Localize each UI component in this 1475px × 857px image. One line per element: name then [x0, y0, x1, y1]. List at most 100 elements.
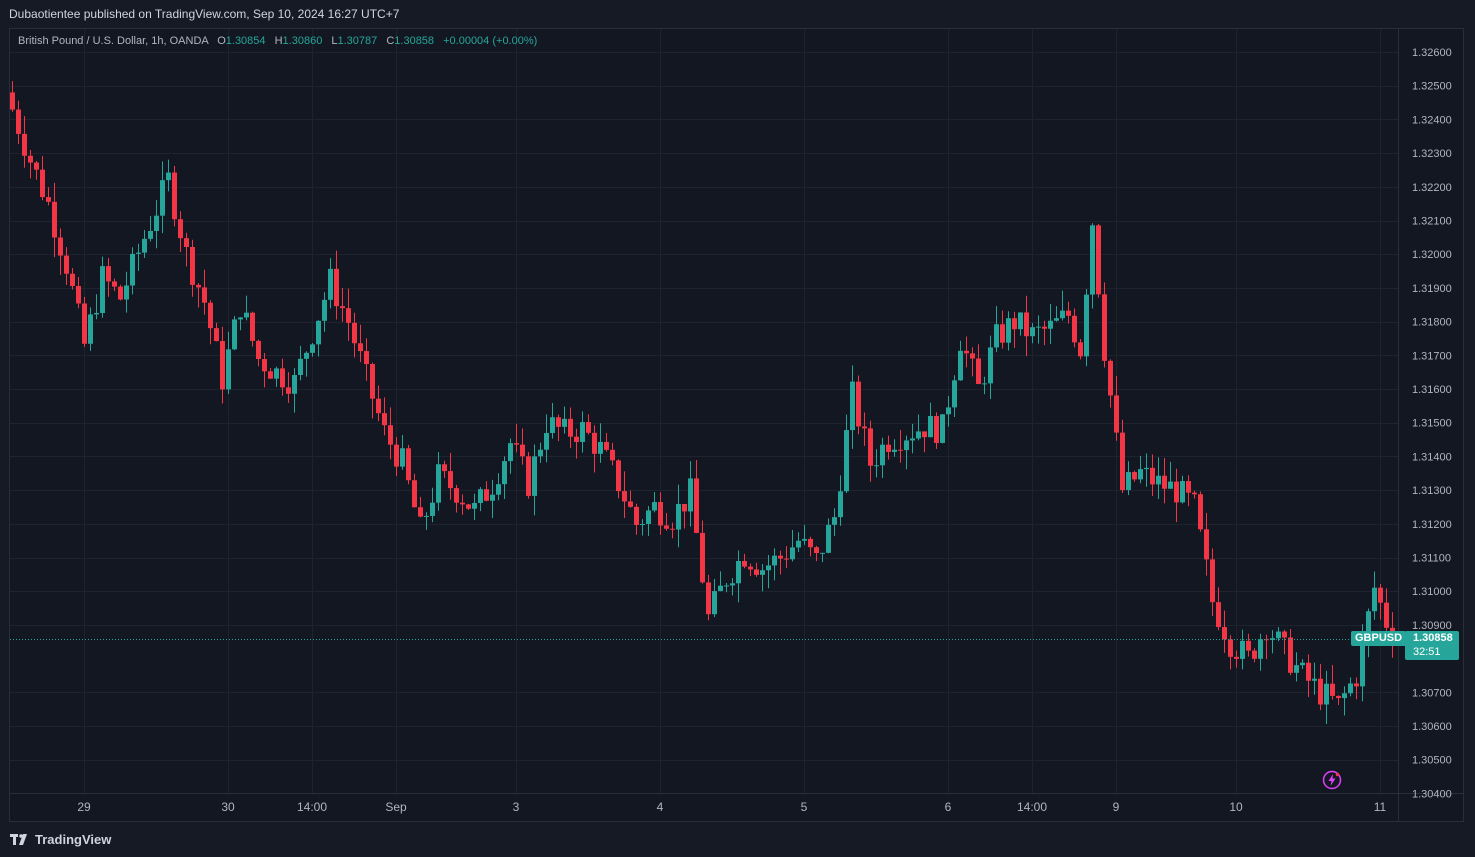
candle-body	[466, 504, 471, 509]
candle-body	[520, 444, 525, 457]
candle-body	[1282, 631, 1287, 638]
y-tick-label: 1.32200	[1412, 182, 1452, 194]
candle-body	[658, 502, 663, 526]
tradingview-brand: TradingView	[35, 832, 112, 847]
candle-body	[340, 306, 345, 309]
candle-body	[628, 501, 633, 507]
y-tick-label: 1.32600	[1412, 47, 1452, 59]
candle-body	[856, 381, 861, 427]
candle-body	[808, 538, 813, 548]
candle-body	[568, 418, 573, 437]
candle-body	[514, 443, 519, 445]
candle-body	[1156, 475, 1161, 485]
x-tick-label: 4	[657, 800, 664, 814]
candle-body	[196, 284, 201, 288]
candle-body	[172, 172, 177, 220]
candle-body	[916, 431, 921, 439]
candle-body	[184, 238, 189, 248]
candle-body	[1150, 467, 1155, 485]
candle-body	[1318, 678, 1323, 705]
candle-body	[472, 502, 477, 509]
candle-body	[1042, 326, 1047, 329]
candle-body	[898, 449, 903, 451]
candle-body	[160, 180, 165, 216]
open-label: O	[217, 35, 226, 47]
candle-body	[1258, 639, 1263, 659]
candle-body	[1084, 294, 1089, 357]
candle-body	[1192, 492, 1197, 495]
x-tick-label: 14:00	[1017, 800, 1047, 814]
symbol-legend: British Pound / U.S. Dollar, 1h, OANDA O…	[18, 35, 537, 47]
candle-body	[220, 341, 225, 390]
candle-body	[1174, 481, 1179, 503]
y-tick-label: 1.30600	[1412, 721, 1452, 733]
candle-body	[202, 287, 207, 303]
candle-body	[754, 569, 759, 575]
candle-body	[1120, 432, 1125, 491]
candle-body	[634, 506, 639, 525]
y-tick-label: 1.31000	[1412, 586, 1452, 598]
y-tick-label: 1.31200	[1412, 519, 1452, 531]
candle-body	[1198, 494, 1203, 530]
candle-body	[868, 428, 873, 466]
candle-body	[1378, 587, 1383, 603]
chart-frame[interactable]	[9, 28, 1464, 822]
candle-body	[46, 197, 51, 202]
candle-body	[718, 585, 723, 592]
published-caption: Dubaotientee published on TradingView.co…	[9, 7, 400, 21]
candle-body	[484, 489, 489, 501]
y-tick-label: 1.32000	[1412, 249, 1452, 261]
lightning-icon[interactable]	[1322, 770, 1342, 790]
candle-body	[358, 343, 363, 352]
candle-body	[646, 510, 651, 524]
candle-body	[328, 268, 333, 300]
tradingview-logo[interactable]: TradingView	[10, 832, 111, 847]
top-bar: Dubaotientee published on TradingView.co…	[0, 0, 1475, 28]
candle-body	[268, 371, 273, 379]
candle-body	[490, 494, 495, 501]
candle-body	[598, 441, 603, 454]
candle-body	[706, 582, 711, 615]
candle-body	[940, 414, 945, 443]
candle-body	[274, 368, 279, 379]
candle-body	[622, 491, 627, 502]
candle-body	[310, 344, 315, 353]
candle-body	[778, 555, 783, 559]
candle-body	[70, 273, 75, 287]
low-label: L	[331, 35, 338, 47]
candle-body	[838, 491, 843, 518]
candle-body	[556, 417, 561, 427]
candle-body	[1294, 665, 1299, 673]
candle-body	[1012, 318, 1017, 330]
candle-body	[190, 247, 195, 285]
candle-body	[1018, 312, 1023, 330]
candle-body	[1072, 315, 1077, 343]
candle-body	[1240, 640, 1245, 659]
candle-body	[430, 502, 435, 516]
y-tick-label: 1.31400	[1412, 451, 1452, 463]
candle-body	[136, 252, 141, 254]
candle-body	[1096, 225, 1101, 295]
candle-body	[280, 368, 285, 388]
candle-body	[958, 350, 963, 381]
candle-body	[34, 162, 39, 170]
candle-body	[94, 313, 99, 315]
candle-body	[1270, 638, 1275, 640]
candle-body	[118, 286, 123, 300]
candle-body	[382, 413, 387, 426]
candle-body	[676, 504, 681, 530]
y-tick-label: 1.30500	[1412, 755, 1452, 767]
candle-body	[178, 219, 183, 239]
candle-body	[142, 238, 147, 253]
candle-body	[814, 547, 819, 554]
candle-body	[130, 253, 135, 286]
candle-body	[652, 502, 657, 511]
candle-body	[334, 268, 339, 307]
candle-body	[1006, 318, 1011, 343]
candle-body	[154, 215, 159, 232]
candle-body	[616, 460, 621, 492]
candle-body	[298, 358, 303, 376]
candle-body	[964, 350, 969, 354]
y-tick-label: 1.32300	[1412, 148, 1452, 160]
